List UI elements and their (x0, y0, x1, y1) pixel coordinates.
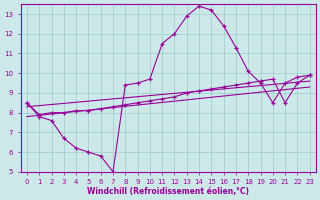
X-axis label: Windchill (Refroidissement éolien,°C): Windchill (Refroidissement éolien,°C) (87, 187, 249, 196)
